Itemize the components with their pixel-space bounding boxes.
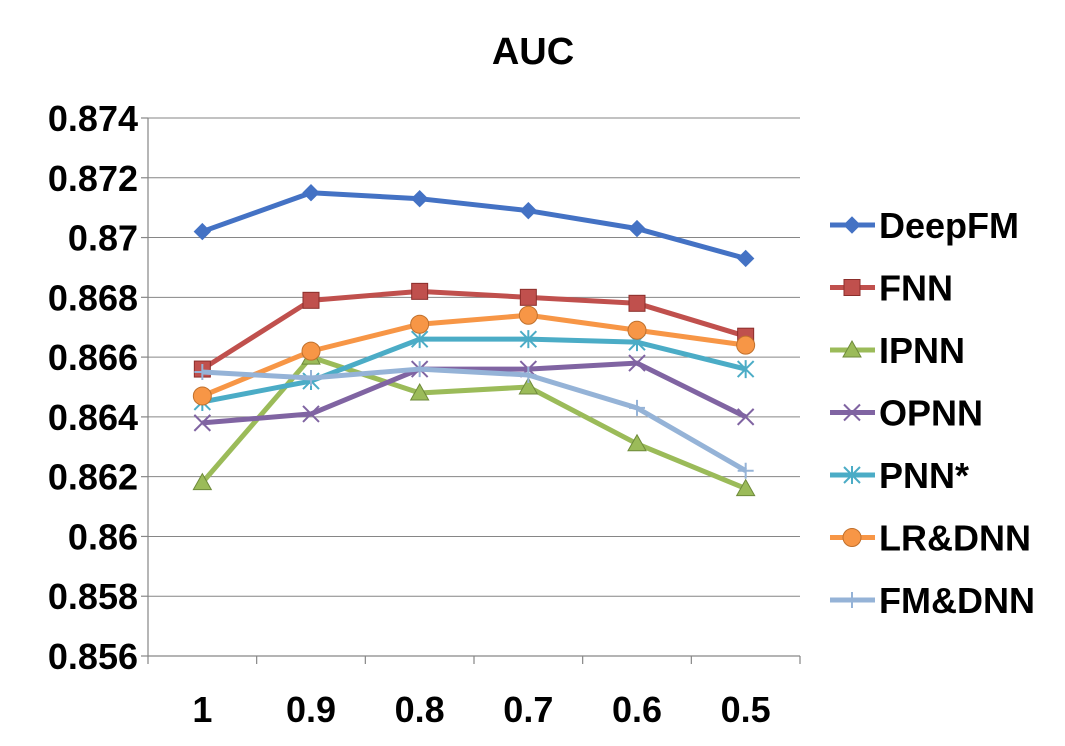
legend-marker <box>842 339 862 358</box>
legend-marker <box>842 528 862 547</box>
legend-item: FM&DNN <box>830 580 1035 621</box>
legend-label: DeepFM <box>879 205 1019 246</box>
data-point <box>627 433 647 452</box>
y-tick-label: 0.864 <box>48 397 138 438</box>
y-tick-labels: 0.874 0.872 0.87 0.868 0.866 0.864 0.862 0.86 0.… <box>48 98 138 677</box>
data-point <box>627 320 647 340</box>
x-tick-label: 0.9 <box>286 689 336 730</box>
legend-label: FNN <box>879 268 953 309</box>
series-line <box>200 288 747 372</box>
data-point <box>519 288 537 306</box>
data-point <box>302 184 320 202</box>
data-point <box>302 405 320 423</box>
legend-marker <box>844 592 860 608</box>
data-point <box>303 370 319 387</box>
y-tick-label: 0.86 <box>68 516 138 557</box>
y-tick-label: 0.858 <box>48 576 138 617</box>
legend-marker <box>843 279 861 296</box>
y-tick-label: 0.872 <box>48 158 138 199</box>
legend-marker <box>843 466 861 484</box>
legend-item: FNN <box>830 268 953 309</box>
x-tick-label: 0.6 <box>612 689 662 730</box>
x-tick-labels: 1 0.9 0.8 0.7 0.6 0.5 <box>192 689 770 730</box>
data-point <box>518 305 538 325</box>
x-tick-label: 1 <box>192 689 212 730</box>
data-point <box>736 249 755 268</box>
y-tick-label: 0.856 <box>48 636 138 677</box>
y-tick-label: 0.862 <box>48 457 138 498</box>
data-point <box>302 291 320 309</box>
y-tick-label: 0.866 <box>48 337 138 378</box>
legend: DeepFM FNN IPNN OPNN PNN* LR&DNN FM&DNN <box>830 205 1035 621</box>
x-tick-label: 0.8 <box>395 689 445 730</box>
axes <box>141 117 801 664</box>
legend-item: OPNN <box>830 393 983 434</box>
legend-label: LR&DNN <box>879 518 1031 559</box>
data-point <box>192 386 212 406</box>
chart-title: AUC <box>492 31 574 73</box>
data-point <box>193 222 212 241</box>
legend-item: DeepFM <box>830 205 1019 246</box>
series-line <box>201 312 747 399</box>
data-point <box>628 294 646 312</box>
x-tick-label: 0.7 <box>503 689 553 730</box>
legend-item: PNN* <box>830 455 969 496</box>
series-fm-dnn <box>194 361 754 479</box>
legend-marker <box>843 403 861 422</box>
y-tick-label: 0.87 <box>68 218 138 259</box>
data-point <box>628 354 646 372</box>
legend-label: OPNN <box>879 393 983 434</box>
data-point <box>736 335 756 355</box>
data-point <box>192 472 213 491</box>
data-point <box>411 282 429 300</box>
data-point <box>736 360 755 379</box>
series-line <box>202 360 747 426</box>
y-tick-label: 0.868 <box>48 277 138 318</box>
legend-marker <box>843 216 861 234</box>
y-tick-label: 0.874 <box>48 98 138 139</box>
legend-label: PNN* <box>879 455 969 496</box>
series-lines <box>192 184 756 497</box>
data-point <box>735 478 756 497</box>
data-point <box>301 341 321 361</box>
data-point <box>629 399 645 416</box>
legend-label: IPNN <box>879 330 965 371</box>
legend-item: IPNN <box>830 330 965 371</box>
series-deepfm <box>193 184 755 268</box>
data-point <box>194 364 211 381</box>
series-line <box>202 366 747 473</box>
data-point <box>519 201 538 220</box>
data-point <box>737 462 754 479</box>
data-point <box>411 361 428 378</box>
data-point <box>409 382 430 401</box>
data-point <box>519 330 538 349</box>
data-point <box>520 367 537 384</box>
series-line <box>201 190 747 261</box>
data-point <box>193 414 212 432</box>
legend-label: FM&DNN <box>879 580 1035 621</box>
data-point <box>518 376 539 395</box>
legend-item: LR&DNN <box>830 518 1031 559</box>
data-point <box>628 219 646 238</box>
data-point <box>736 408 755 426</box>
series-lr-dnn <box>192 305 756 406</box>
x-tick-label: 0.5 <box>721 689 771 730</box>
series-line <box>201 336 747 405</box>
data-point <box>410 189 429 208</box>
data-point <box>410 314 430 334</box>
